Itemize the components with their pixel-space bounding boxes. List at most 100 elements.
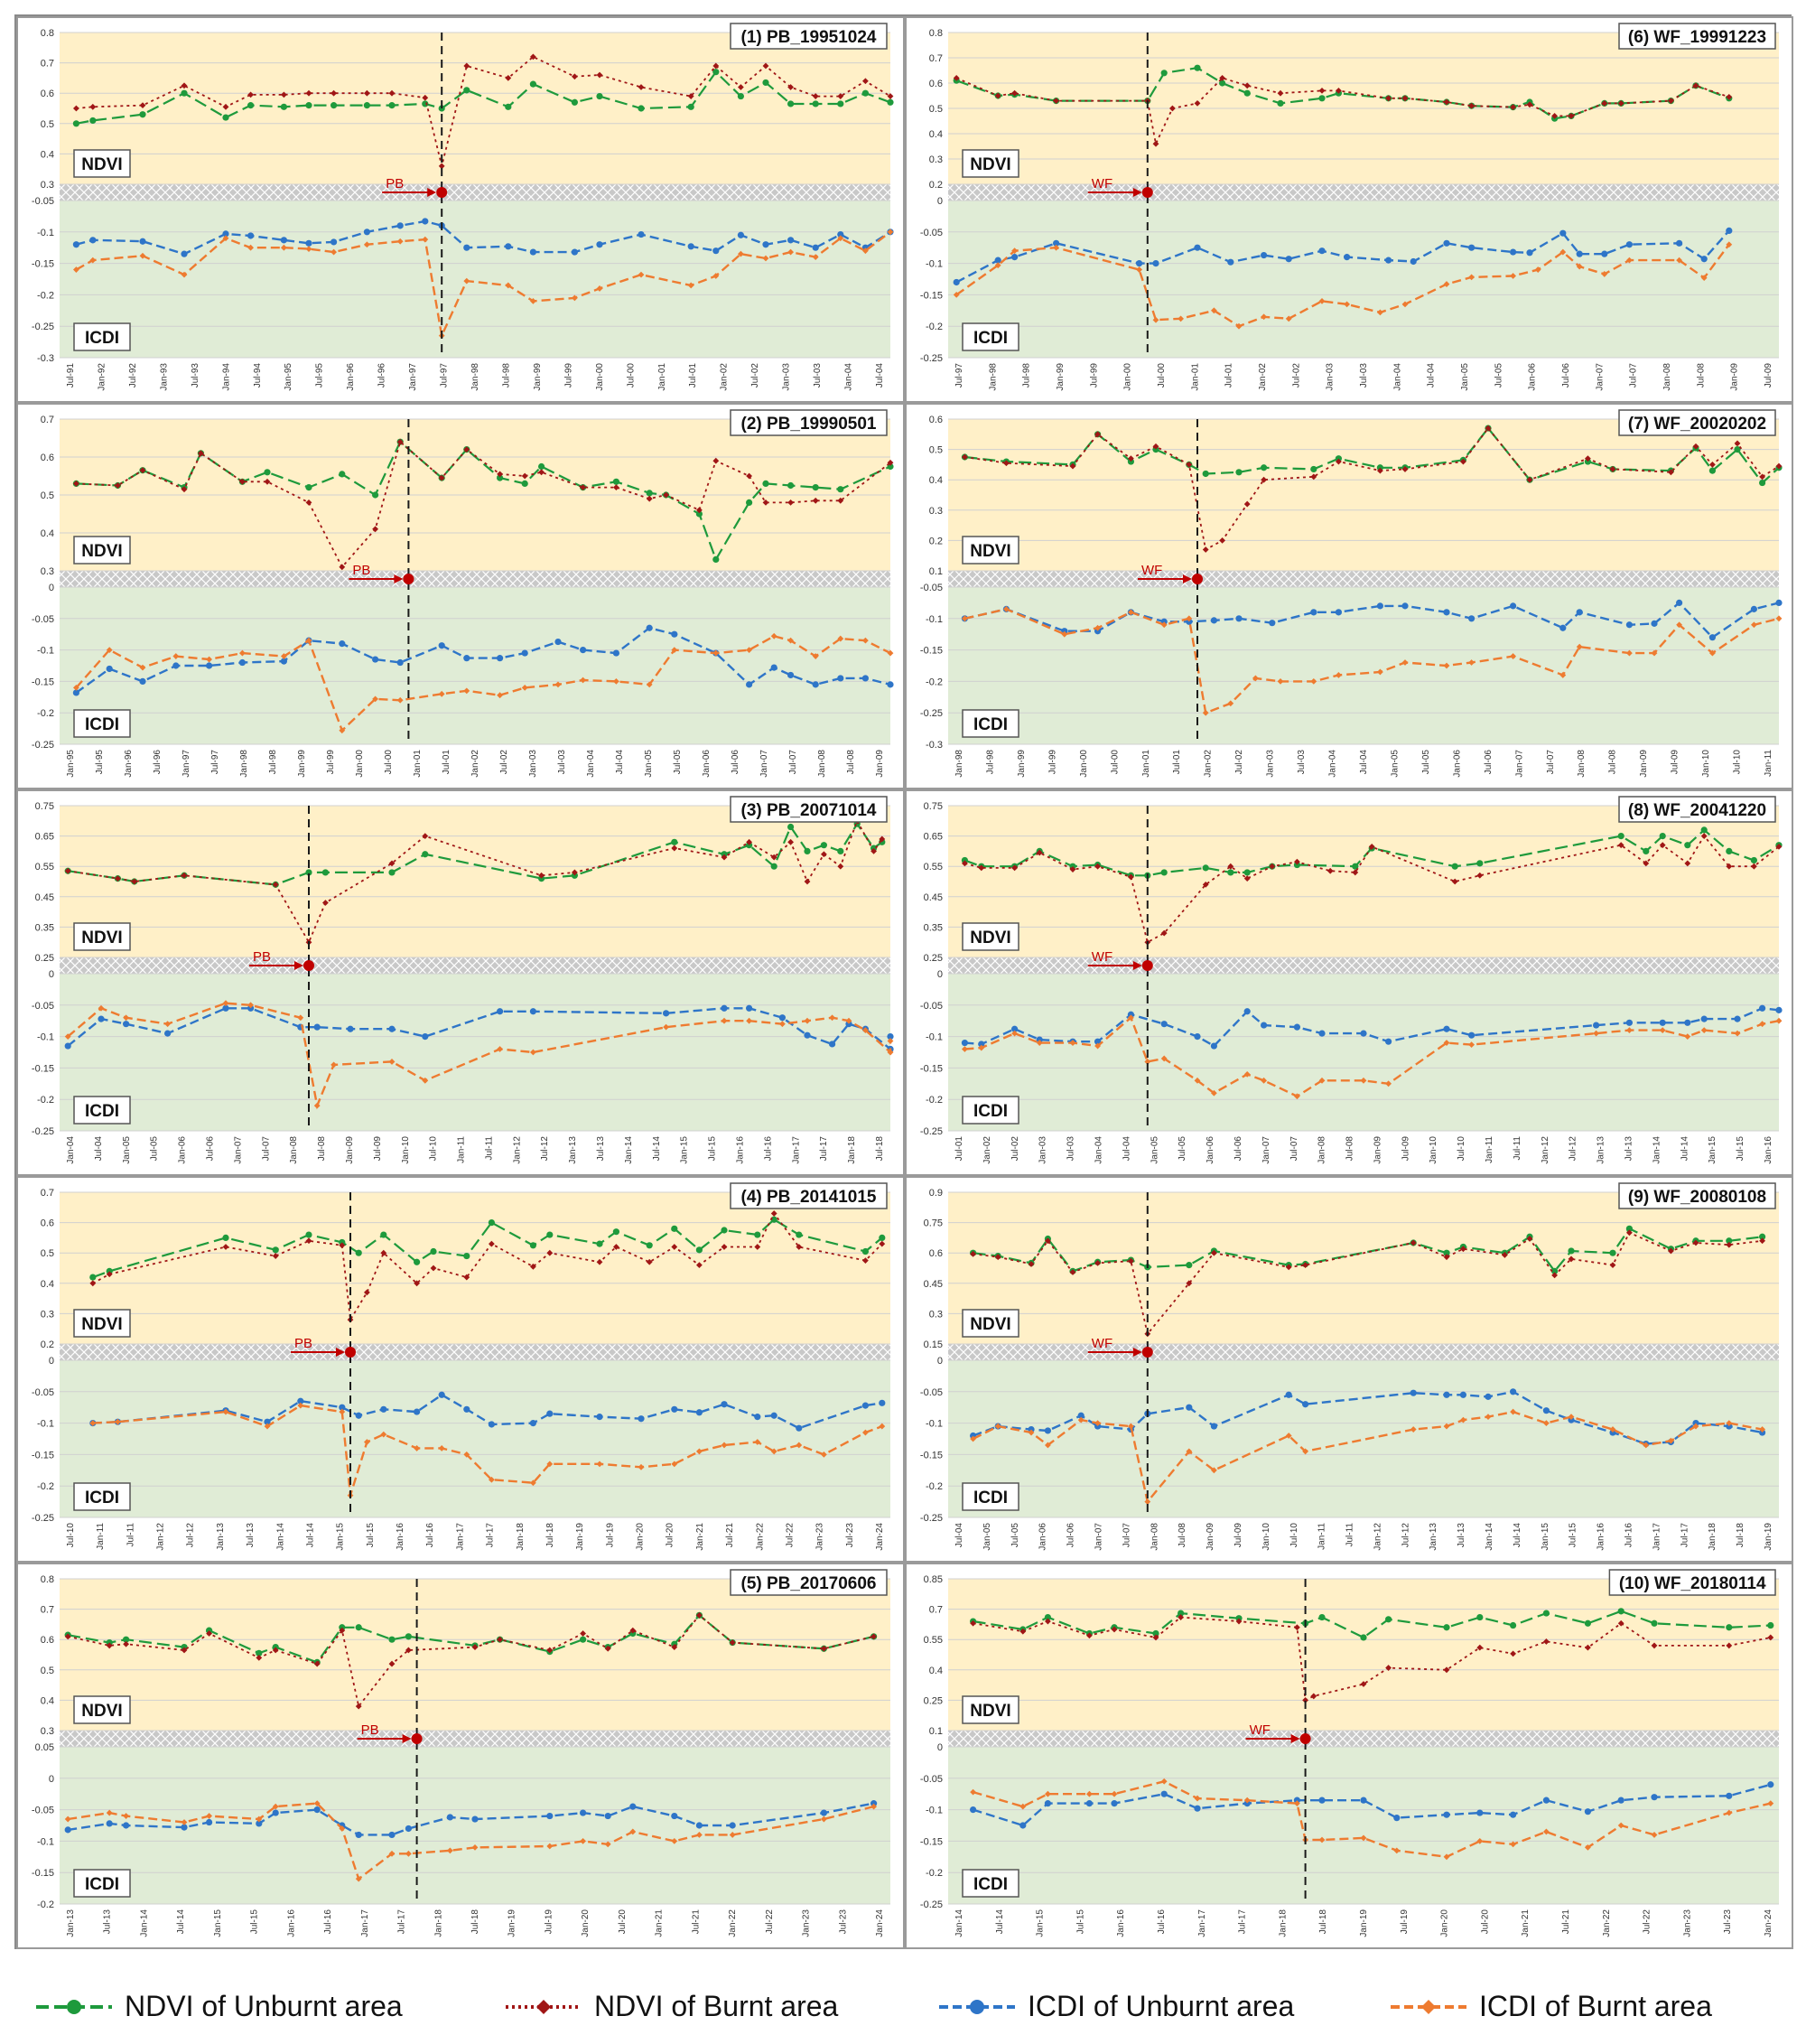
data-point-icdi-unburnt xyxy=(994,257,1001,264)
x-tick-label: Jan-09 xyxy=(1206,1523,1215,1551)
data-point-ndvi-burnt xyxy=(1526,1236,1533,1242)
legend-swatch-marker xyxy=(970,2000,984,2014)
ndvi-label: NDVI xyxy=(970,1702,1010,1721)
event-separator xyxy=(948,184,1779,201)
ndvi-tick-label: 0.7 xyxy=(929,53,943,64)
data-point-ndvi-burnt xyxy=(198,450,204,457)
event-label: PB xyxy=(352,563,370,578)
data-point-ndvi-unburnt xyxy=(330,102,338,109)
panel-title-box xyxy=(1618,23,1776,50)
data-point-ndvi-unburnt xyxy=(695,510,703,518)
x-tick-label: Jul-19 xyxy=(1400,1909,1410,1935)
x-tick-label: Jan-06 xyxy=(178,1136,188,1164)
x-tick-label: Jul-22 xyxy=(785,1523,795,1548)
data-point-ndvi-burnt xyxy=(1775,462,1783,470)
data-point-ndvi-burnt xyxy=(1726,863,1733,870)
x-tick-label: Jan-08 xyxy=(1317,1136,1327,1164)
x-tick-label: Jan-06 xyxy=(1528,363,1538,391)
panel-5: 0.3 0.4 0.5 0.6 0.7 0.8 0.05 0 -0.05 -0.1 -0.15 -0.… xyxy=(16,1563,905,1949)
event-separator xyxy=(60,1731,890,1747)
data-point-icdi-burnt xyxy=(762,255,769,262)
data-point-icdi-burnt xyxy=(339,1825,346,1832)
x-tick-label: Jan-14 xyxy=(1485,1523,1494,1551)
x-tick-label: Jan-04 xyxy=(1392,363,1402,391)
icdi-label: ICDI xyxy=(85,715,119,734)
data-point-icdi-unburnt xyxy=(1510,1388,1517,1395)
x-tick-label: Jul-05 xyxy=(673,750,683,775)
data-point-icdi-burnt xyxy=(1028,1429,1035,1436)
x-tick-label: Jan-96 xyxy=(124,750,134,778)
ndvi-label-box xyxy=(962,149,1019,178)
event-arrow-head xyxy=(427,188,437,197)
data-point-icdi-unburnt xyxy=(272,1809,279,1816)
x-tick-label: Jul-12 xyxy=(186,1523,196,1548)
x-tick-label: Jul-04 xyxy=(94,1136,104,1162)
event-label: PB xyxy=(294,1336,312,1351)
data-point-icdi-burnt xyxy=(1775,1017,1783,1024)
data-point-ndvi-unburnt xyxy=(695,1246,703,1254)
data-point-icdi-unburnt xyxy=(1393,1815,1401,1822)
data-point-icdi-unburnt xyxy=(1293,1023,1300,1031)
x-tick-label: Jul-08 xyxy=(1696,363,1706,388)
data-point-ndvi-burnt xyxy=(1668,98,1674,104)
data-point-ndvi-unburnt xyxy=(879,1234,886,1241)
x-tick-label: Jan-23 xyxy=(815,1523,825,1551)
ndvi-label-box xyxy=(962,1309,1019,1338)
data-point-icdi-unburnt xyxy=(422,1033,429,1041)
data-point-icdi-burnt xyxy=(106,647,113,653)
x-tick-label: Jan-02 xyxy=(1258,363,1268,391)
data-point-icdi-unburnt xyxy=(837,675,844,682)
x-tick-label: Jul-11 xyxy=(1345,1523,1355,1547)
data-point-icdi-burnt xyxy=(139,252,146,259)
data-point-ndvi-unburnt xyxy=(1443,1624,1450,1631)
data-point-icdi-unburnt xyxy=(953,278,960,286)
panel-title: (10) WF_20180114 xyxy=(1619,1574,1766,1593)
panel-title: (8) WF_20041220 xyxy=(1628,801,1766,820)
data-point-icdi-unburnt xyxy=(1542,1407,1550,1414)
icdi-label-box xyxy=(73,1482,131,1511)
x-tick-label: Jan-23 xyxy=(1682,1909,1692,1937)
panel-svg: 0.2 0.3 0.4 0.5 0.6 0.7 0 -0.05 -0.1 -0.15 -0.2 -0.… xyxy=(16,1176,905,1563)
data-point-ndvi-burnt xyxy=(305,89,312,97)
icdi-tick-label: -0.05 xyxy=(32,614,54,625)
icdi-label-box xyxy=(73,1869,131,1898)
data-point-icdi-burnt xyxy=(1211,1089,1217,1097)
data-point-ndvi-unburnt xyxy=(422,851,429,858)
x-tick-label: Jul-11 xyxy=(484,1136,494,1161)
data-point-icdi-unburnt xyxy=(837,230,844,238)
data-point-icdi-unburnt xyxy=(1194,244,1201,251)
data-point-icdi-unburnt xyxy=(887,1033,894,1041)
x-tick-label: Jul-13 xyxy=(246,1523,256,1548)
data-point-icdi-burnt xyxy=(1676,257,1682,264)
data-point-ndvi-burnt xyxy=(572,73,578,80)
data-point-ndvi-unburnt xyxy=(1261,464,1268,471)
ndvi-tick-label: 0.25 xyxy=(924,953,943,964)
data-point-icdi-burnt xyxy=(1734,1030,1741,1037)
data-point-ndvi-burnt xyxy=(746,838,752,845)
data-point-ndvi-unburnt xyxy=(1160,869,1168,876)
x-tick-label: Jul-09 xyxy=(1671,750,1680,775)
data-point-icdi-burnt xyxy=(1726,241,1733,248)
data-point-ndvi-unburnt xyxy=(529,1242,537,1249)
ndvi-tick-label: 0.3 xyxy=(41,566,54,577)
data-point-ndvi-burnt xyxy=(1759,1237,1765,1245)
icdi-tick-label: -0.15 xyxy=(32,1868,54,1879)
ndvi-tick-label: 0.1 xyxy=(929,1726,943,1737)
series-line-ndvi-unburnt xyxy=(68,822,883,886)
event-label: PB xyxy=(361,1722,379,1738)
data-point-icdi-unburnt xyxy=(1285,256,1292,263)
data-point-icdi-unburnt xyxy=(1576,609,1583,616)
x-tick-label: Jan-12 xyxy=(512,1136,522,1164)
data-point-ndvi-burnt xyxy=(712,457,720,464)
data-point-icdi-unburnt xyxy=(1261,251,1268,259)
data-point-icdi-unburnt xyxy=(1510,602,1517,610)
x-tick-label: Jan-19 xyxy=(507,1909,517,1937)
data-point-icdi-unburnt xyxy=(1468,615,1476,622)
icdi-tick-label: -0.1 xyxy=(926,614,943,625)
icdi-tick-label: -0.05 xyxy=(920,583,943,593)
ndvi-tick-label: 0.7 xyxy=(41,59,54,70)
x-tick-label: Jan-01 xyxy=(657,363,667,391)
icdi-tick-label: 0 xyxy=(937,1742,943,1753)
data-point-icdi-unburnt xyxy=(571,248,579,256)
data-point-icdi-burnt xyxy=(1111,1790,1118,1797)
